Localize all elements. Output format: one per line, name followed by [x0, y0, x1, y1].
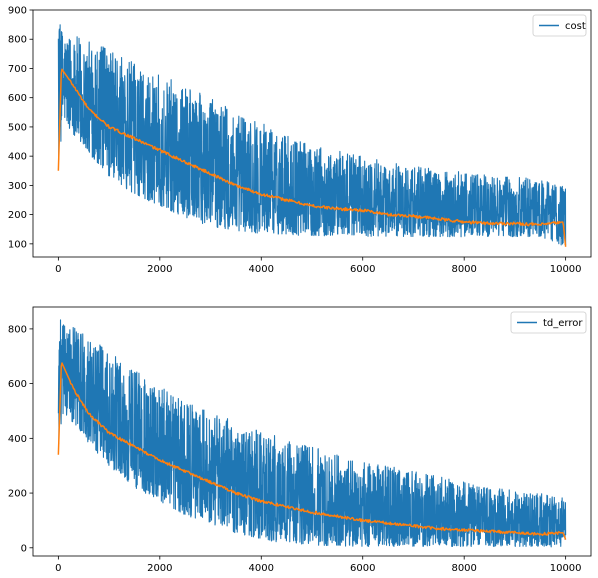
- x-tick-label: 8000: [451, 264, 476, 275]
- y-tick-label: 200: [8, 210, 27, 221]
- y-tick-label: 600: [8, 379, 27, 390]
- y-tick-label: 0: [21, 543, 27, 554]
- y-tick-label: 400: [8, 152, 27, 163]
- x-tick-label: 4000: [249, 563, 274, 574]
- y-tick-label: 700: [8, 64, 27, 75]
- y-tick-label: 600: [8, 93, 27, 104]
- legend-box: [532, 14, 587, 37]
- moving-average-line: [57, 68, 567, 247]
- moving-average-line: [57, 362, 567, 540]
- axes-frame: [32, 306, 592, 557]
- x-tick-label: 6000: [350, 563, 375, 574]
- y-tick-label: 400: [8, 434, 27, 445]
- x-tick-label: 10000: [550, 563, 582, 574]
- y-tick-label: 300: [8, 181, 27, 192]
- legend: td_error: [510, 311, 587, 334]
- y-tick-label: 500: [8, 122, 27, 133]
- x-tick-label: 0: [55, 264, 61, 275]
- plot-area: [57, 24, 567, 247]
- axes-frame: [32, 9, 592, 258]
- series-line-td-error: [57, 319, 567, 548]
- legend-box: [510, 311, 587, 334]
- legend: cost: [532, 14, 587, 37]
- x-tick-label: 2000: [147, 264, 172, 275]
- cost-chart: 0 2000 4000 6000 8000 10000 100 200 300 400 500 600…: [8, 6, 592, 275]
- x-tick-label: 4000: [249, 264, 274, 275]
- y-tick-label: 100: [8, 239, 27, 250]
- x-tick-label: 6000: [350, 264, 375, 275]
- y-tick-label: 800: [8, 324, 27, 335]
- td-error-chart: 0 2000 4000 6000 8000 10000 0 200 400 600 800 td_er…: [8, 306, 592, 574]
- x-tick-label: 2000: [147, 563, 172, 574]
- x-tick-label: 10000: [550, 264, 582, 275]
- y-tick-label: 800: [8, 35, 27, 46]
- series-line-cost: [57, 24, 567, 246]
- x-tick-label: 0: [55, 563, 61, 574]
- legend-label: cost: [565, 21, 586, 32]
- y-tick-label: 900: [8, 6, 27, 17]
- y-tick-label: 200: [8, 489, 27, 500]
- legend-label: td_error: [543, 318, 583, 329]
- plot-area: [57, 319, 567, 548]
- x-tick-label: 8000: [451, 563, 476, 574]
